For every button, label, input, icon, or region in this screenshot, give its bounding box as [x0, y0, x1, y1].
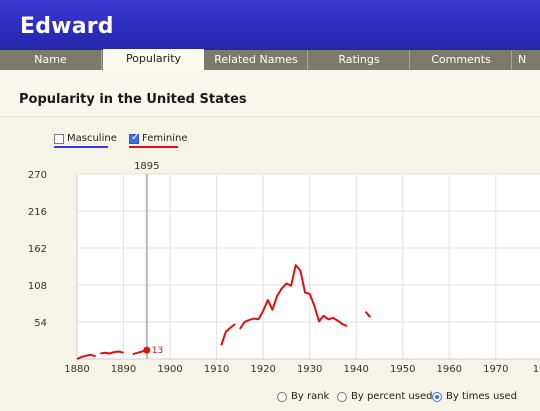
feminine-label: Feminine: [142, 133, 188, 144]
app-header: Edward: [0, 0, 540, 50]
feminine-underline: [129, 146, 178, 148]
by-times-label: By times used: [446, 391, 517, 402]
tab-more[interactable]: N: [513, 50, 540, 70]
x-tick-label: 1940: [343, 364, 368, 375]
series-line-segment: [100, 350, 124, 355]
x-tick-label: 1920: [250, 364, 275, 375]
feminine-series: [76, 264, 371, 360]
section-header: Popularity in the United States: [0, 70, 540, 117]
x-tick-label: 1880: [64, 364, 89, 375]
x-tick-label: 1930: [297, 364, 322, 375]
y-tick-label: 216: [28, 207, 47, 218]
masculine-label: Masculine: [67, 133, 117, 144]
series-line-segment: [76, 353, 96, 360]
cursor-point: [143, 346, 151, 354]
x-tick-label: 1910: [204, 364, 229, 375]
x-tick-label: 1970: [483, 364, 508, 375]
series-line-segment: [220, 323, 236, 346]
by-rank-label: By rank: [291, 391, 330, 402]
y-axis-ticks: 270 216 162 108 54: [28, 170, 47, 329]
plot-area: [77, 174, 540, 359]
y-tick-label: 54: [34, 318, 47, 329]
x-tick-label: 1890: [111, 364, 136, 375]
tab-bar: Name Popularity Related Names Ratings Co…: [0, 49, 540, 70]
tab-comments[interactable]: Comments: [411, 50, 512, 70]
by-rank-radio-circle[interactable]: [277, 392, 287, 402]
series-line-segment: [239, 264, 348, 330]
page-title: Edward: [20, 14, 114, 39]
by-percent-label: By percent used: [351, 391, 433, 402]
tab-name[interactable]: Name: [0, 50, 102, 70]
tab-ratings[interactable]: Ratings: [309, 50, 410, 70]
by-times-radio-circle[interactable]: [432, 392, 442, 402]
cursor-year-label: 1895: [134, 161, 159, 172]
x-tick-label: 198: [533, 364, 540, 375]
section-title: Popularity in the United States: [19, 92, 247, 107]
masculine-checkbox-box[interactable]: [54, 134, 64, 144]
x-tick-label: 1960: [437, 364, 462, 375]
x-tick-label: 1950: [390, 364, 415, 375]
y-tick-label: 108: [28, 281, 47, 292]
chart-grid: [76, 173, 540, 360]
x-tick-label: 1900: [157, 364, 182, 375]
by-percent-radio-circle[interactable]: [337, 392, 347, 402]
tab-related-names[interactable]: Related Names: [205, 50, 308, 70]
feminine-checkbox-box[interactable]: [129, 132, 139, 144]
series-line-segment: [364, 311, 371, 318]
masculine-underline: [54, 146, 108, 148]
feminine-checkbox[interactable]: Feminine: [129, 132, 188, 148]
y-tick-label: 270: [28, 170, 47, 181]
cursor-value-label: 13: [152, 346, 163, 356]
y-tick-label: 162: [28, 244, 47, 255]
masculine-checkbox[interactable]: Masculine: [54, 133, 117, 148]
x-axis-ticks: 1880 1890 1900 1910 1920 1930 1940 1950 1960 1970…: [64, 364, 540, 375]
tab-popularity[interactable]: Popularity: [103, 49, 204, 70]
